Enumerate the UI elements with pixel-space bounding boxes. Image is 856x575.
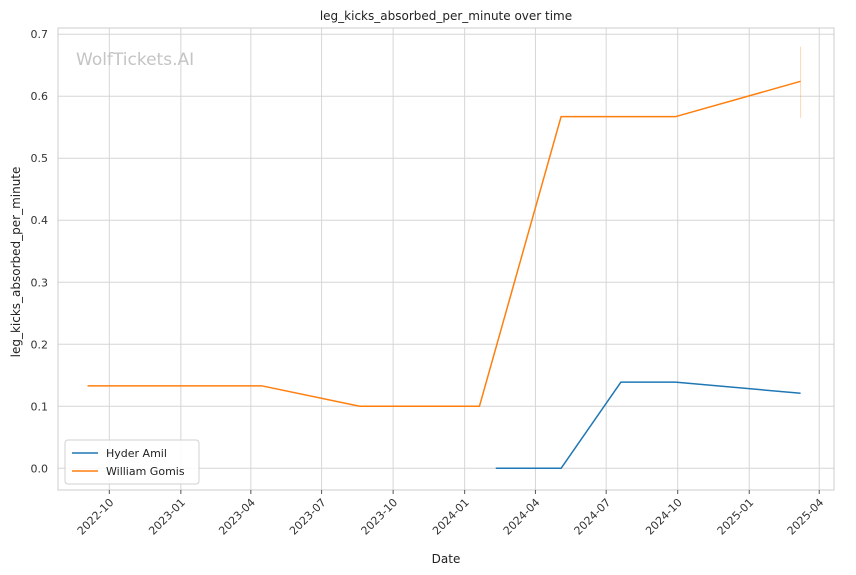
chart-title: leg_kicks_absorbed_per_minute over time [320, 9, 572, 23]
watermark: WolfTickets.AI [76, 50, 194, 70]
legend-label-william-gomis: William Gomis [106, 465, 185, 478]
series-layer [87, 46, 802, 470]
y-tick-label: 0.2 [31, 338, 49, 351]
legend-label-hyder-amil: Hyder Amil [106, 447, 167, 460]
y-tick-label: 0.4 [31, 214, 49, 227]
y-tick-label: 0.5 [31, 152, 49, 165]
y-tick-label: 0.3 [31, 276, 49, 289]
y-tick-label: 0.0 [31, 462, 49, 475]
y-tick-label: 0.7 [31, 28, 49, 41]
y-axis-label: leg_kicks_absorbed_per_minute [9, 167, 23, 358]
series-line-hyder-amil [495, 381, 801, 470]
y-axis-ticks: 0.0 0.1 0.2 0.3 0.4 0.5 0.6 0.7 [31, 28, 49, 475]
plot-frame [57, 27, 835, 491]
series-line-william-gomis [87, 80, 801, 408]
y-tick-label: 0.6 [31, 90, 49, 103]
legend: Hyder Amil William Gomis [64, 439, 200, 485]
y-tick-label: 0.1 [31, 400, 49, 413]
legend-box [64, 439, 200, 485]
x-axis-label: Date [432, 552, 461, 566]
